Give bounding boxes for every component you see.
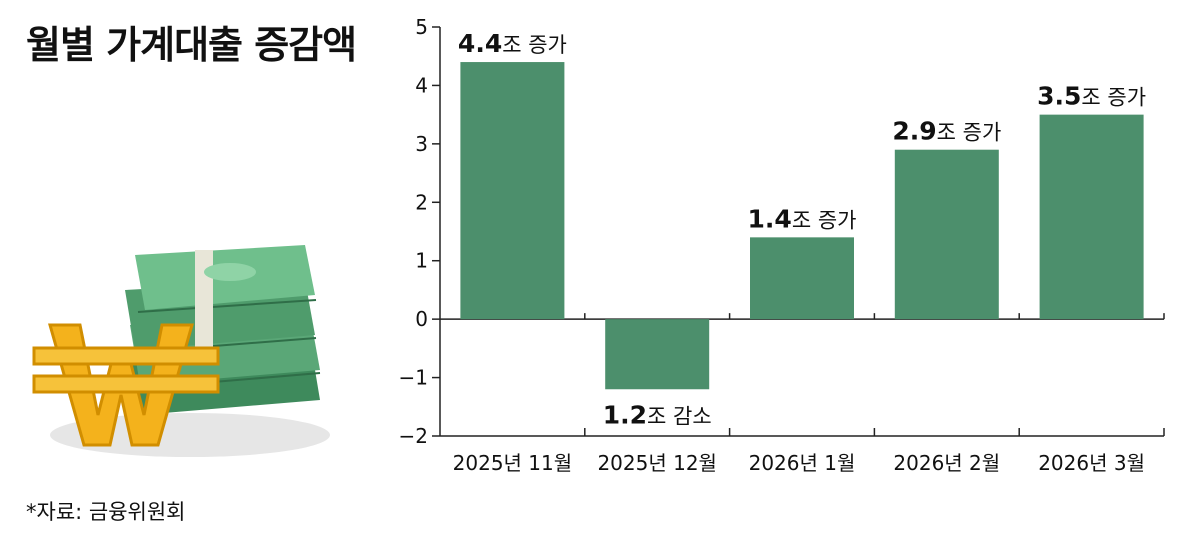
y-tick-label: 1 [415,249,428,273]
data-label-text: 조 증가 [502,33,567,57]
y-tick-label: −1 [399,366,428,390]
data-label-4: 2.9조 증가 [892,117,1001,146]
bar-1 [460,62,565,320]
data-label-5: 3.5조 증가 [1037,82,1146,111]
data-label-value: 1.4 [748,204,792,233]
y-tick-label: 3 [415,132,428,156]
data-label-text: 조 증가 [937,121,1002,145]
data-label-text: 조 증가 [792,208,857,232]
shadow-shape [50,413,330,457]
y-tick-label: 4 [415,73,428,97]
bars-group [460,62,1144,390]
y-tick-label: 5 [415,15,428,39]
y-tick-label: 0 [415,307,428,331]
x-category-label: 2026년 3월 [1038,451,1145,475]
data-label-2: 1.2조 감소 [603,400,712,429]
data-label-value: 3.5 [1037,82,1081,111]
source-note: *자료: 금융위원회 [26,500,186,524]
data-label-value: 1.2 [603,400,647,429]
x-category-label: 2025년 12월 [597,451,717,475]
data-label-3: 1.4조 증가 [748,204,857,233]
bar-2 [605,319,710,390]
x-category-label: 2026년 2월 [893,451,1000,475]
data-label-text: 조 증가 [1081,86,1146,110]
x-axis: 2025년 11월 2025년 12월 2026년 1월 2026년 2월 2026년 … [440,313,1165,475]
data-label-value: 4.4 [458,29,502,58]
data-labels-group: 4.4조 증가1.2조 감소1.4조 증가2.9조 증가3.5조 증가 [458,29,1146,429]
money-illustration [32,245,330,457]
bar-4 [894,149,999,320]
y-tick-label: 2 [415,190,428,214]
bar-5 [1039,114,1144,320]
y-tick-label: −2 [399,424,428,448]
x-category-label: 2026년 1월 [749,451,856,475]
y-axis: −2 −1 0 1 2 3 4 5 [399,15,441,448]
bar-3 [750,237,854,320]
data-label-1: 4.4조 증가 [458,29,567,58]
data-label-text: 조 감소 [647,404,712,428]
won-sign-icon [32,323,220,447]
data-label-value: 2.9 [892,117,936,146]
chart-title: 월별 가계대출 증감액 [26,23,357,67]
x-category-label: 2025년 11월 [453,451,573,475]
